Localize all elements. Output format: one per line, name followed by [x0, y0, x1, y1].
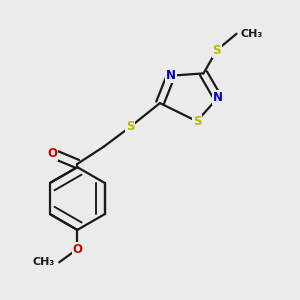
- Text: N: N: [166, 69, 176, 82]
- Text: CH₃: CH₃: [33, 257, 55, 267]
- Text: CH₃: CH₃: [241, 29, 263, 39]
- Text: S: S: [193, 115, 201, 128]
- Text: O: O: [72, 243, 82, 256]
- Text: N: N: [213, 91, 223, 104]
- Text: S: S: [126, 120, 134, 134]
- Text: S: S: [212, 44, 221, 57]
- Text: O: O: [47, 147, 57, 160]
